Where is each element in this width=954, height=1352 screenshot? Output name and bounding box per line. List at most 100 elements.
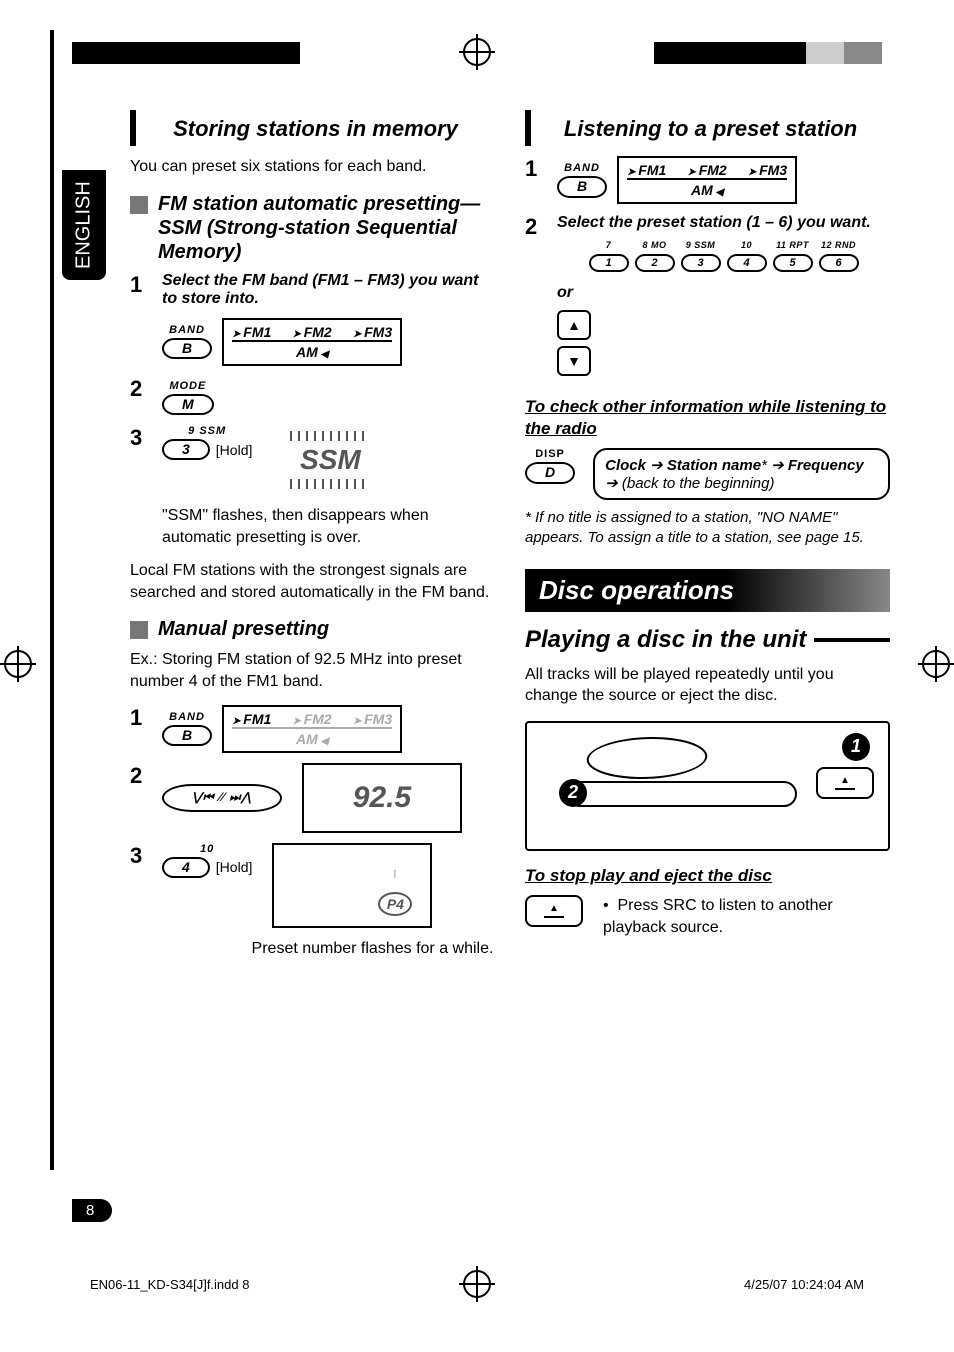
lcd-display: 92.5 xyxy=(302,763,462,833)
step-text: Select the FM band (FM1 – FM3) you want … xyxy=(162,272,478,307)
badge-2: 2 xyxy=(559,779,587,807)
band-button: BAND B xyxy=(162,324,212,359)
hold-label: [Hold] xyxy=(216,859,253,875)
step-number: 3 xyxy=(130,843,150,928)
band-fm1: FM1 xyxy=(627,162,666,178)
preset-top-label: 12 RND xyxy=(819,240,859,250)
cycle-star: * xyxy=(761,457,767,474)
preset-button: 2 xyxy=(635,254,675,272)
or-label: or xyxy=(557,284,890,302)
step-number: 1 xyxy=(130,272,150,366)
skip-buttons-icon: ⋁⏮ ⁄⁄ ⏭⋀ xyxy=(162,784,282,812)
disp-button: DISP D xyxy=(525,448,575,483)
ssm-display-icon: SSM xyxy=(270,425,390,495)
step-number: 1 xyxy=(525,156,545,204)
stop-heading: To stop play and eject the disc xyxy=(525,865,890,887)
band-cycle-diagram: FM1 FM2 FM3 AM xyxy=(222,705,402,753)
reg-square xyxy=(72,42,110,64)
reg-square xyxy=(844,42,882,64)
listen-step-1: 1 BAND B FM1 FM2 FM3 AM xyxy=(525,156,890,204)
footer-date: 4/25/07 10:24:04 AM xyxy=(744,1277,864,1292)
step-1: 1 Select the FM band (FM1 – FM3) you wan… xyxy=(130,272,495,366)
ssm-button: 9 SSM 3 [Hold] xyxy=(162,425,252,460)
mode-button: MODE M xyxy=(162,380,214,415)
preset-button: 5 xyxy=(773,254,813,272)
band-button: BAND B xyxy=(557,162,607,197)
preset-button: 3 xyxy=(681,254,721,272)
step-number: 2 xyxy=(525,214,545,382)
manual-example: Ex.: Storing FM station of 92.5 MHz into… xyxy=(130,649,495,692)
ssm-key: 3 xyxy=(162,439,210,460)
subheading-text: Manual presetting xyxy=(158,617,329,641)
footnote: * If no title is assigned to a station, … xyxy=(525,508,890,549)
preset4-key: 4 xyxy=(162,857,210,878)
band-fm3-dim: FM3 xyxy=(353,711,392,727)
reg-square xyxy=(730,42,768,64)
manual-step-2: 2 ⋁⏮ ⁄⁄ ⏭⋀ 92.5 xyxy=(130,763,495,833)
step-number: 2 xyxy=(130,376,150,415)
preset-label-row: 78 MO9 SSM1011 RPT12 RND xyxy=(557,240,890,250)
cycle-freq: Frequency xyxy=(788,457,864,474)
band-fm2-dim: FM2 xyxy=(293,711,332,727)
heading-text: Storing stations in memory xyxy=(173,116,458,142)
badge-1: 1 xyxy=(842,733,870,761)
preset-button: 1 xyxy=(589,254,629,272)
preset-top-label: 10 xyxy=(727,240,767,250)
band-label: BAND xyxy=(564,162,600,174)
band-fm1: FM1 xyxy=(232,324,271,340)
stop-bullet: • Press SRC to listen to another playbac… xyxy=(603,895,890,938)
preset4-top-label: 10 xyxy=(200,843,214,855)
ssm-caption: "SSM" flashes, then disappears when auto… xyxy=(162,505,495,548)
eject-button-icon: ▲ xyxy=(816,767,874,799)
band-am: AM xyxy=(232,340,392,360)
section-heading-storing: Storing stations in memory xyxy=(130,110,495,146)
band-fm2: FM2 xyxy=(688,162,727,178)
band-key: B xyxy=(557,176,607,197)
preset-4-button: 10 4 [Hold] xyxy=(162,843,252,878)
preset-button: 6 xyxy=(819,254,859,272)
manual-step-1: 1 BAND B FM1 FM2 FM3 AM xyxy=(130,705,495,753)
crosshair-icon xyxy=(4,650,32,678)
intro-text: You can preset six stations for each ban… xyxy=(130,156,495,178)
step-number: 1 xyxy=(130,705,150,753)
reg-square xyxy=(262,42,300,64)
page-number: 8 xyxy=(72,1199,112,1222)
preset-top-label: 11 RPT xyxy=(773,240,813,250)
step-text: Select the preset station (1 – 6) you wa… xyxy=(557,214,871,231)
play-description: All tracks will be played repeatedly unt… xyxy=(525,664,890,707)
slot-icon xyxy=(567,781,797,807)
band-label: BAND xyxy=(169,324,205,336)
page-content: Storing stations in memory You can prese… xyxy=(70,110,890,971)
subheading-ssm: FM station automatic presetting—SSM (Str… xyxy=(130,192,495,264)
band-fm1-active: FM1 xyxy=(232,711,271,727)
margin-rule xyxy=(50,30,54,1170)
p4-indicator: P4 xyxy=(378,892,412,916)
band-fm3: FM3 xyxy=(353,324,392,340)
right-column: Listening to a preset station 1 BAND B F… xyxy=(525,110,890,971)
band-label: BAND xyxy=(169,711,205,723)
lcd-p4-display: P4 xyxy=(272,843,432,928)
listen-step-2: 2 Select the preset station (1 – 6) you … xyxy=(525,214,890,382)
band-key: B xyxy=(162,725,212,746)
reg-square xyxy=(110,42,148,64)
reg-squares-right xyxy=(654,42,882,64)
reg-square xyxy=(768,42,806,64)
band-fm3: FM3 xyxy=(748,162,787,178)
mode-label: MODE xyxy=(169,380,206,392)
crosshair-icon xyxy=(922,650,950,678)
cycle-station: Station name xyxy=(667,457,761,474)
heading-text: Listening to a preset station xyxy=(564,116,857,142)
square-bullet-icon xyxy=(130,196,148,214)
playing-heading: Playing a disc in the unit xyxy=(525,626,890,654)
disp-key: D xyxy=(525,462,575,483)
disp-label: DISP xyxy=(535,448,565,460)
reg-square xyxy=(806,42,844,64)
ssm-description: Local FM stations with the strongest sig… xyxy=(130,560,495,603)
ssm-btn-label: 9 SSM xyxy=(188,425,226,437)
square-bullet-icon xyxy=(130,621,148,639)
subheading-manual: Manual presetting xyxy=(130,617,495,641)
reg-square xyxy=(654,42,692,64)
band-key: B xyxy=(162,338,212,359)
step-number: 3 xyxy=(130,425,150,495)
preset-top-label: 9 SSM xyxy=(681,240,721,250)
